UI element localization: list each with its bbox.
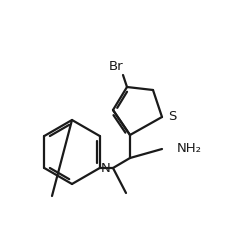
Text: Br: Br — [109, 61, 124, 74]
Text: N: N — [100, 162, 110, 175]
Text: NH₂: NH₂ — [177, 142, 202, 155]
Text: S: S — [168, 110, 176, 122]
